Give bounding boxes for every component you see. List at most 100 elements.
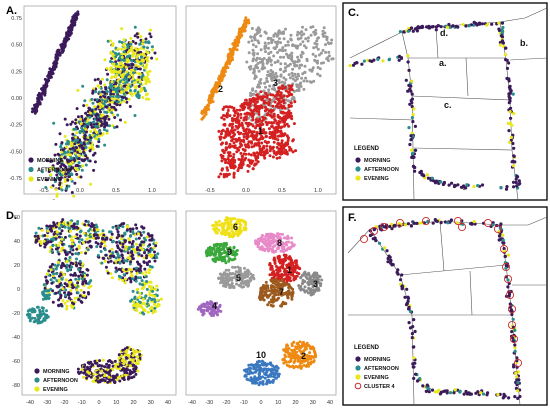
data-point: [291, 44, 294, 47]
legend-label: AFTERNOON: [364, 167, 399, 173]
data-point: [39, 320, 43, 324]
data-point: [503, 53, 508, 57]
data-point: [63, 156, 67, 160]
data-point: [316, 66, 320, 69]
data-point: [57, 171, 61, 175]
data-point: [295, 77, 299, 81]
data-point: [120, 47, 124, 51]
data-point: [121, 367, 125, 371]
data-point: [104, 99, 108, 103]
data-point: [84, 146, 88, 149]
data-point: [54, 56, 58, 60]
data-point: [142, 256, 146, 260]
legend-marker: [28, 176, 34, 182]
data-point: [238, 145, 242, 149]
data-point: [277, 238, 281, 242]
data-point: [55, 272, 58, 276]
data-point: [89, 279, 93, 283]
data-point: [259, 128, 262, 132]
data-point: [125, 80, 129, 84]
data-point: [514, 177, 518, 181]
data-point: [77, 175, 81, 179]
data-point: [264, 149, 268, 153]
data-point: [66, 178, 70, 182]
data-point: [118, 62, 122, 65]
data-point: [107, 375, 111, 379]
data-point: [256, 154, 260, 158]
data-point: [58, 52, 62, 56]
data-point: [79, 229, 83, 233]
data-point: [109, 92, 113, 96]
data-point: [55, 192, 59, 196]
data-point: [270, 77, 273, 81]
data-point: [117, 375, 121, 379]
data-point: [138, 67, 142, 71]
data-point: [92, 168, 96, 172]
data-point: [279, 67, 283, 71]
data-point: [103, 83, 107, 87]
data-point: [246, 142, 250, 146]
data-point: [82, 122, 85, 126]
data-point: [250, 114, 254, 117]
data-point: [348, 64, 352, 68]
data-point: [81, 277, 84, 281]
data-point: [93, 78, 97, 82]
data-point: [119, 84, 123, 88]
data-point: [97, 90, 101, 94]
data-point: [231, 230, 235, 234]
data-point: [240, 157, 244, 161]
data-point: [246, 132, 250, 136]
data-point: [254, 118, 258, 122]
data-point: [232, 234, 236, 238]
data-point: [294, 149, 298, 153]
data-point: [148, 243, 152, 247]
data-point: [42, 239, 46, 243]
data-point: [51, 300, 55, 304]
data-point: [219, 135, 223, 139]
data-point: [255, 93, 259, 97]
data-point: [152, 246, 156, 250]
data-point: [515, 184, 519, 188]
data-point: [260, 120, 264, 123]
data-point: [450, 181, 454, 185]
data-point: [355, 61, 359, 65]
data-point: [420, 173, 424, 177]
data-point: [38, 310, 42, 314]
data-point: [464, 186, 468, 190]
data-point: [137, 262, 141, 266]
data-point: [64, 172, 68, 176]
data-point: [398, 30, 402, 34]
data-point: [79, 122, 83, 126]
x-tick-label: -10: [78, 400, 86, 406]
data-point: [287, 145, 291, 149]
y-tick-label: 0: [17, 287, 20, 293]
legend-marker: [355, 175, 361, 181]
data-point: [272, 114, 276, 118]
data-point: [142, 77, 146, 81]
data-point: [252, 137, 256, 141]
data-point: [105, 367, 109, 371]
data-point: [258, 132, 262, 136]
data-point: [325, 35, 329, 39]
data-point: [279, 126, 283, 130]
data-point: [242, 28, 246, 32]
data-point: [130, 59, 134, 62]
legend-label: MORNING: [43, 369, 70, 375]
data-point: [111, 55, 115, 58]
data-point: [284, 69, 287, 73]
data-point: [33, 316, 37, 320]
data-point: [146, 46, 149, 50]
data-point: [430, 25, 434, 29]
data-point: [126, 46, 130, 49]
data-point: [300, 30, 304, 34]
data-point: [413, 169, 417, 173]
data-point: [33, 234, 37, 238]
data-point: [80, 158, 84, 162]
data-point: [139, 233, 143, 237]
data-point: [78, 294, 82, 298]
data-point: [477, 21, 482, 25]
data-point: [299, 36, 303, 40]
panel-a-y-ticks: 0.750.500.250.00-0.25-0.50-0.75: [9, 16, 22, 182]
data-point: [59, 272, 63, 276]
